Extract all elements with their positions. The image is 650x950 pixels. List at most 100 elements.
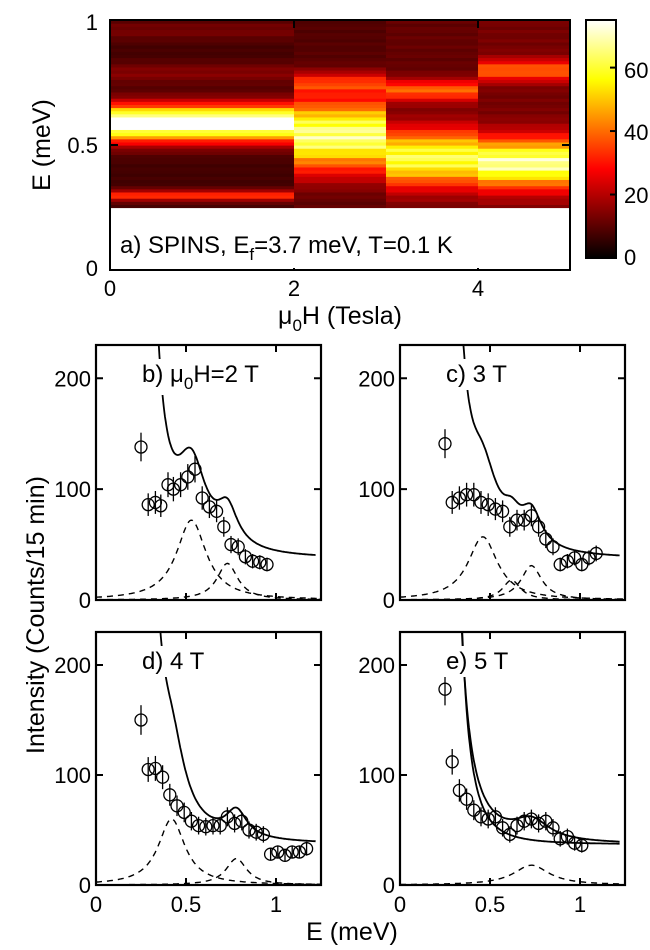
heatmap-cell bbox=[110, 195, 294, 199]
heatmap-cell bbox=[110, 88, 294, 93]
heatmap-cell bbox=[478, 176, 570, 180]
heatmap-cell bbox=[478, 191, 570, 196]
component-peak-2 bbox=[96, 857, 321, 885]
heatmap-cell bbox=[110, 51, 294, 55]
heatmap-cell bbox=[386, 157, 478, 162]
heatmap-cell bbox=[478, 151, 570, 155]
data-point bbox=[575, 838, 589, 853]
heatmap-cell bbox=[478, 135, 570, 140]
heatmap-cell bbox=[386, 176, 478, 180]
fit-curve-2 bbox=[461, 632, 620, 845]
heatmap-cell bbox=[386, 104, 478, 109]
ytick-label: 0 bbox=[383, 873, 395, 898]
heatmap-cell bbox=[478, 73, 570, 77]
data-point bbox=[224, 537, 238, 552]
heatmap-cell bbox=[110, 126, 294, 130]
heatmap-cell bbox=[110, 101, 294, 105]
data-point bbox=[524, 812, 539, 826]
heatmap-cell bbox=[294, 91, 386, 96]
data-point bbox=[134, 713, 148, 727]
data-point bbox=[134, 440, 148, 454]
colorbar-gradient bbox=[585, 19, 617, 259]
heatmap-cell bbox=[386, 160, 478, 165]
heatmap-cell bbox=[110, 110, 294, 115]
heatmap-cell bbox=[386, 145, 478, 149]
data-point bbox=[467, 803, 481, 817]
data-point bbox=[242, 823, 256, 837]
ytick-label: 100 bbox=[54, 763, 91, 788]
heatmap-cell bbox=[478, 20, 570, 24]
heatmap-cell bbox=[110, 60, 294, 65]
heatmap-cell bbox=[294, 120, 386, 124]
heatmap-cell bbox=[386, 23, 478, 27]
data-point bbox=[206, 818, 220, 833]
heatmap-cell bbox=[386, 38, 478, 43]
data-point bbox=[567, 836, 582, 850]
panel-e-frame bbox=[398, 630, 627, 887]
heatmap-cell bbox=[110, 123, 294, 127]
data-point bbox=[227, 816, 242, 831]
heatmap-cell bbox=[294, 23, 386, 27]
data-point bbox=[231, 540, 245, 554]
cb-tick-0: 0 bbox=[624, 245, 636, 270]
heatmap-cell bbox=[386, 138, 478, 143]
heatmap-cell bbox=[478, 126, 570, 130]
ytick-label: 200 bbox=[54, 366, 91, 391]
heatmap-cell bbox=[478, 154, 570, 159]
heatmap-cell bbox=[386, 35, 478, 40]
data-point bbox=[177, 805, 191, 820]
heatmap-cell bbox=[478, 138, 570, 143]
heatmap-cell bbox=[294, 198, 386, 202]
heatmap-cell bbox=[478, 35, 570, 40]
heatmap-cell bbox=[478, 201, 570, 205]
panel-e-scan: 0 100 200 0 0.5 1 e) 5 T bbox=[358, 630, 627, 917]
heatmap-cell bbox=[386, 110, 478, 115]
heatmap-cell bbox=[478, 104, 570, 109]
panel-a-heatmap: 0 0.5 1 0 2 4 E (meV) μ0H (Tesla) a) SPI… bbox=[28, 10, 571, 335]
data-point bbox=[517, 513, 531, 527]
a-ylabel: E (meV) bbox=[28, 99, 56, 191]
data-point bbox=[181, 470, 195, 484]
heatmap-cell bbox=[478, 173, 570, 177]
shared-xlabel: E (meV) bbox=[306, 918, 398, 946]
heatmap-cell bbox=[386, 188, 478, 193]
heatmap-cell bbox=[478, 179, 570, 184]
heatmap-cell bbox=[294, 138, 386, 143]
heatmap-cell bbox=[110, 82, 294, 87]
heatmap-cell bbox=[110, 132, 294, 137]
heatmap-cell bbox=[110, 29, 294, 34]
component-peak-1 bbox=[96, 818, 321, 885]
heatmap-cell bbox=[386, 173, 478, 177]
data-point bbox=[191, 818, 206, 833]
heatmap-cell bbox=[386, 185, 478, 190]
heatmap-cell bbox=[294, 185, 386, 190]
data-point bbox=[195, 491, 209, 505]
heatmap-cell bbox=[386, 57, 478, 62]
heatmap-cell bbox=[294, 38, 386, 43]
data-point bbox=[253, 555, 267, 569]
heatmap-cell bbox=[478, 57, 570, 62]
a-ytick-0: 0 bbox=[86, 256, 98, 281]
heatmap-cell bbox=[294, 148, 386, 152]
heatmap-cell bbox=[294, 116, 386, 121]
heatmap-cell bbox=[294, 29, 386, 34]
ytick-label: 100 bbox=[54, 477, 91, 502]
data-point bbox=[495, 504, 510, 518]
heatmap-cell bbox=[110, 54, 294, 59]
heatmap-cell bbox=[294, 126, 386, 130]
ytick-label: 0 bbox=[79, 873, 91, 898]
heatmap-cell bbox=[110, 48, 294, 52]
heatmap-cell bbox=[386, 141, 478, 146]
heatmap-cell bbox=[386, 101, 478, 105]
heatmap-cell bbox=[110, 179, 294, 184]
data-point bbox=[260, 557, 274, 572]
heatmap-cell bbox=[294, 76, 386, 80]
heatmap-cell bbox=[386, 45, 478, 49]
data-point bbox=[438, 437, 452, 451]
annotation-bg bbox=[442, 646, 513, 677]
data-point bbox=[539, 814, 553, 828]
heatmap-cell bbox=[386, 195, 478, 199]
annotation-box bbox=[112, 218, 568, 268]
data-point bbox=[445, 495, 459, 510]
data-point bbox=[148, 761, 163, 776]
